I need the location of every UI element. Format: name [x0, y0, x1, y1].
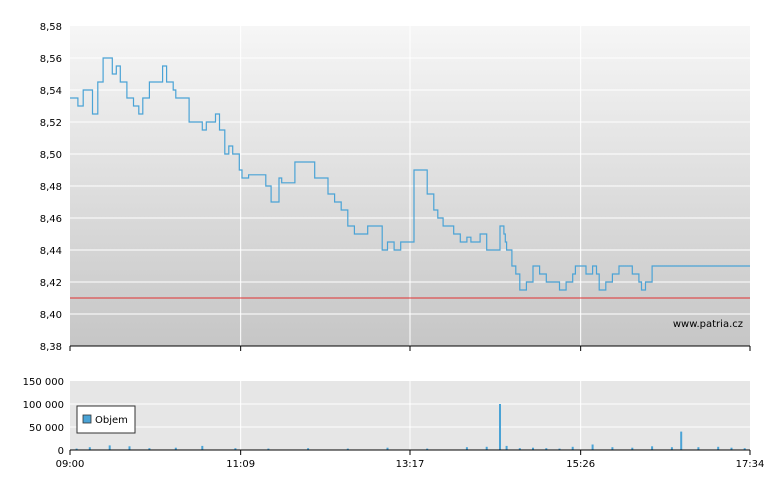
x-tick-label: 17:34	[736, 459, 765, 470]
legend-swatch	[82, 414, 92, 424]
volume-bar	[680, 431, 683, 450]
volume-bar	[108, 445, 111, 450]
x-tick-label: 13:17	[396, 459, 425, 470]
volume-bar	[670, 447, 673, 450]
price-y-tick-label: 8,42	[40, 278, 62, 289]
volume-bar	[426, 448, 429, 450]
volume-series	[75, 404, 746, 450]
price-y-tick-label: 8,46	[40, 214, 62, 225]
volume-bar	[518, 448, 521, 450]
price-y-tick-label: 8,44	[40, 246, 62, 257]
price-series	[70, 57, 750, 291]
price-grid	[70, 26, 750, 346]
volume-bar	[697, 447, 700, 450]
volume-bar	[386, 447, 389, 450]
volume-bar	[631, 447, 634, 450]
volume-bar	[499, 404, 501, 450]
price-y-axis: 8,58 8,56 8,54 8,52 8,50 8,48 8,46 8,44 8,42 8,40…	[40, 22, 62, 353]
volume-y-tick-label: 50 000	[29, 423, 64, 434]
volume-bar	[234, 448, 237, 450]
volume-bar	[532, 447, 534, 450]
volume-bar	[148, 448, 151, 450]
volume-bar	[717, 446, 720, 450]
volume-bar	[465, 447, 468, 450]
x-axis: 09:00 11:09 13:17 15:26 17:34	[56, 450, 765, 470]
volume-bar	[267, 448, 270, 450]
volume-y-tick-label: 0	[58, 446, 64, 457]
price-y-tick-label: 8,50	[40, 150, 62, 161]
volume-bar	[571, 446, 574, 450]
volume-bar	[651, 446, 654, 450]
price-y-tick-label: 8,56	[40, 54, 62, 65]
volume-bar	[485, 446, 488, 450]
legend: Objem	[76, 405, 136, 434]
volume-bar	[730, 447, 733, 450]
volume-bar	[128, 446, 131, 450]
volume-bar	[346, 448, 349, 450]
volume-grid	[70, 381, 750, 450]
volume-bar	[201, 445, 204, 450]
x-tick-label: 09:00	[56, 459, 85, 470]
volume-bar	[174, 447, 177, 450]
volume-bar	[743, 448, 746, 450]
legend-label: Objem	[95, 415, 128, 426]
volume-y-tick-label: 150 000	[23, 377, 64, 388]
volume-bar	[307, 448, 310, 450]
price-y-tick-label: 8,54	[40, 86, 62, 97]
volume-bar	[611, 447, 614, 450]
volume-y-axis: 150 000 100 000 50 000 0	[23, 377, 64, 457]
price-y-tick-label: 8,58	[40, 22, 62, 33]
volume-bar	[88, 447, 91, 450]
volume-bar	[75, 448, 78, 450]
x-tick-label: 11:09	[226, 459, 255, 470]
price-line	[70, 57, 750, 291]
volume-panel: 150 000 100 000 50 000 0 09:00 11:09 13:17 15:…	[23, 377, 765, 470]
x-tick-label: 15:26	[566, 459, 595, 470]
volume-bar	[591, 444, 594, 450]
price-y-tick-label: 8,38	[40, 342, 62, 353]
watermark: www.patria.cz	[673, 319, 743, 330]
volume-y-tick-label: 100 000	[23, 400, 64, 411]
price-y-tick-label: 8,40	[40, 310, 62, 321]
volume-bar	[545, 448, 548, 450]
price-y-tick-label: 8,52	[40, 118, 62, 129]
price-x-ticks	[69, 346, 751, 351]
price-panel: 8,58 8,56 8,54 8,52 8,50 8,48 8,46 8,44 8,42 8,40…	[40, 22, 751, 353]
volume-bar	[505, 445, 508, 450]
price-y-tick-label: 8,48	[40, 182, 62, 193]
volume-bar	[558, 448, 561, 450]
